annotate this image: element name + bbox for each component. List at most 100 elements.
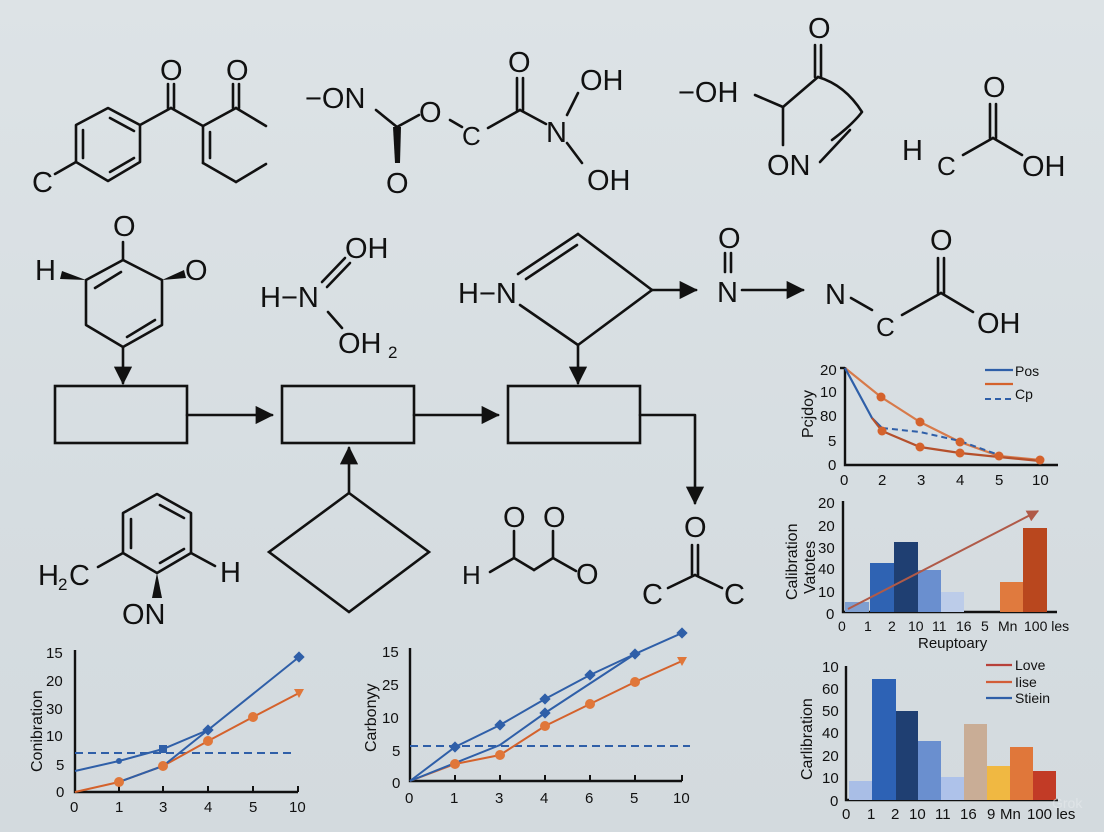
x-axis-label: Reuptoary — [918, 635, 988, 652]
subscript: 2 — [388, 343, 397, 362]
subscript: 2 — [58, 575, 67, 594]
atom-label: O — [185, 255, 208, 287]
legend-label: Love — [1015, 657, 1046, 673]
x-tick: Mn — [998, 618, 1017, 634]
y-tick: 25 — [382, 677, 399, 694]
molecule-4: H C O OH — [902, 72, 1066, 183]
atom-label: C — [462, 121, 481, 151]
y-axis-label: Conibration — [29, 690, 46, 772]
atom-label: H−N — [458, 278, 517, 310]
x-tick: 2 — [888, 618, 896, 634]
x-tick: 5 — [981, 618, 989, 634]
y-tick: 40 — [818, 561, 835, 578]
chart-bottom-middle: 15 25 10 5 0 Carbonyy 0 1 3 4 6 5 10 — [363, 627, 690, 807]
atom-label: OH — [345, 233, 389, 265]
chart-bottom-left: 15 20 30 10 5 0 Conibration 0 1 3 4 5 10 — [29, 645, 306, 816]
atom-label: C — [69, 560, 90, 592]
x-tick: 3 — [159, 799, 167, 816]
y-axis-label: Calibration — [784, 524, 801, 600]
x-tick: 4 — [956, 472, 964, 489]
atom-label: −OH — [678, 77, 738, 109]
y-tick: 5 — [392, 743, 400, 760]
molecule-9: N C O OH — [825, 225, 1021, 342]
atom-label: O — [718, 223, 741, 255]
y-tick: 50 — [822, 703, 839, 720]
chart-middle-right: 20 20 30 40 10 0 Calibration Vatotes 0 1… — [784, 495, 1069, 652]
atom-label: C — [642, 579, 663, 611]
x-tick: 10 — [289, 799, 306, 816]
atom-label: O — [930, 225, 953, 257]
molecule-10: H 2 C H ON — [38, 492, 241, 631]
watermark: Grok — [1052, 795, 1083, 811]
atom-label: H — [38, 560, 59, 592]
y-tick: 10 — [822, 770, 839, 787]
y-tick: 80 — [820, 408, 837, 425]
y-tick: 10 — [820, 384, 837, 401]
y-tick: 30 — [818, 540, 835, 557]
y-tick: 20 — [818, 495, 835, 512]
process-box-1 — [53, 384, 189, 445]
y-tick: 5 — [56, 757, 64, 774]
atom-label: O — [419, 97, 442, 129]
decision-diamond — [266, 491, 432, 614]
x-tick: 1 — [864, 618, 872, 634]
atom-label: O — [983, 72, 1006, 104]
legend-label: Cp — [1015, 386, 1033, 402]
atom-label: N — [546, 117, 567, 149]
y-tick: 5 — [828, 433, 836, 450]
y-tick: 0 — [830, 793, 838, 810]
chart-top-right: 20 10 80 5 0 Pcjdoy 0 2 3 4 5 10 Pos Cp — [800, 362, 1058, 489]
y-tick: 20 — [46, 673, 63, 690]
y-tick: 40 — [822, 725, 839, 742]
x-tick: 5 — [995, 472, 1003, 489]
molecule-11: O O H O — [462, 502, 599, 591]
atom-label: OH — [338, 328, 382, 360]
y-tick: 15 — [382, 644, 399, 661]
atom-label: ON — [122, 599, 166, 631]
x-tick: 16 — [960, 806, 977, 823]
x-tick: 10 — [909, 806, 926, 823]
x-tick: 4 — [204, 799, 212, 816]
x-tick: 2 — [891, 806, 899, 823]
x-tick: 1 — [115, 799, 123, 816]
flowchart — [53, 384, 705, 614]
atom-label: O — [386, 168, 409, 200]
atom-label: −ON — [305, 83, 365, 115]
atom-label: H — [902, 135, 923, 167]
x-tick: 3 — [917, 472, 925, 489]
x-tick: 1 — [450, 790, 458, 807]
chart-bottom-right: 10 60 50 40 20 10 0 Carlibration Love Ii… — [799, 657, 1083, 823]
y-tick: 10 — [46, 728, 63, 745]
y-tick: 15 — [46, 645, 63, 662]
molecule-8: O N — [717, 223, 805, 309]
atom-label: O — [226, 55, 249, 87]
x-tick: 16 — [956, 618, 972, 634]
x-tick: 11 — [935, 806, 951, 823]
y-tick: 20 — [820, 362, 837, 379]
y-axis-label: Vatotes — [802, 541, 819, 594]
x-tick: 10 — [908, 618, 924, 634]
x-tick: 5 — [630, 790, 638, 807]
y-tick: 0 — [56, 784, 64, 801]
atom-label: ON — [767, 150, 811, 182]
atom-label: O — [543, 502, 566, 534]
molecule-3: −OH O ON — [678, 13, 864, 182]
x-tick: 11 — [932, 618, 947, 634]
x-tick: 0 — [838, 618, 846, 634]
atom-label: O — [508, 47, 531, 79]
atom-label: O — [113, 211, 136, 243]
y-tick: 10 — [822, 659, 839, 676]
x-tick: Mn — [1000, 806, 1021, 823]
y-tick: 10 — [382, 710, 399, 727]
legend-label: Iise — [1015, 674, 1037, 690]
y-tick: 0 — [392, 775, 400, 792]
molecule-7: H−N — [458, 232, 698, 385]
x-tick: 6 — [585, 790, 593, 807]
y-axis-label: Carlibration — [799, 698, 816, 780]
molecule-6: H−N OH OH 2 — [260, 233, 397, 362]
atom-label: O — [684, 512, 707, 544]
y-tick: 10 — [818, 584, 835, 601]
x-tick: 1 — [867, 806, 875, 823]
x-tick: 10 — [673, 790, 690, 807]
y-tick: 0 — [826, 606, 834, 623]
